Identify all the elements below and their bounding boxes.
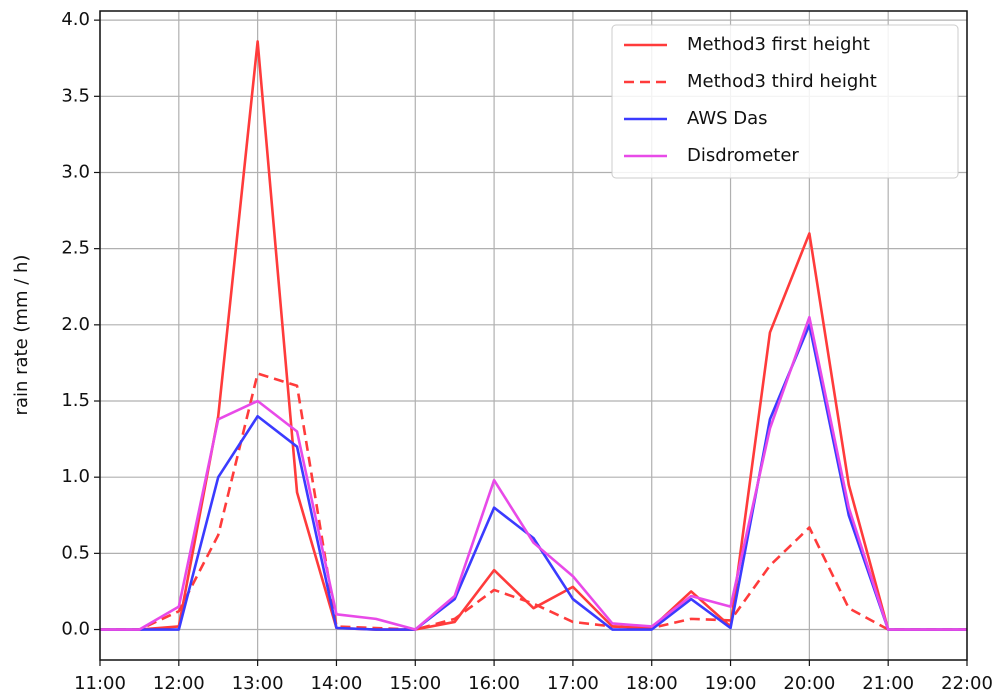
y-tick-label: 1.0 bbox=[61, 466, 90, 487]
legend-box bbox=[611, 24, 959, 179]
x-tick-label: 19:00 bbox=[705, 673, 757, 694]
y-tick-label: 3.5 bbox=[61, 85, 90, 106]
x-tick-label: 22:00 bbox=[941, 673, 993, 694]
y-tick-label: 0.5 bbox=[61, 542, 90, 563]
x-tick-label: 18:00 bbox=[626, 673, 678, 694]
x-tick-label: 14:00 bbox=[311, 673, 363, 694]
y-tick-label: 0.0 bbox=[61, 619, 90, 640]
x-tick-label: 20:00 bbox=[783, 673, 835, 694]
x-tick-label: 13:00 bbox=[232, 673, 284, 694]
y-tick-label: 3.0 bbox=[61, 161, 90, 182]
x-tick-label: 12:00 bbox=[153, 673, 205, 694]
x-tick-label: 15:00 bbox=[389, 673, 441, 694]
series-line bbox=[100, 372, 967, 631]
y-tick-label: 2.0 bbox=[61, 314, 90, 335]
legend-label: Disdrometer bbox=[687, 145, 799, 166]
legend-label: Method3 first height bbox=[687, 34, 870, 55]
x-tick-label: 17:00 bbox=[547, 673, 599, 694]
series-line bbox=[100, 323, 967, 631]
legend-label: AWS Das bbox=[687, 108, 768, 129]
y-tick-label: 4.0 bbox=[61, 9, 90, 30]
y-tick-label: 1.5 bbox=[61, 390, 90, 411]
x-tick-label: 16:00 bbox=[468, 673, 520, 694]
x-tick-label: 11:00 bbox=[74, 673, 126, 694]
y-tick-label: 2.5 bbox=[61, 238, 90, 259]
x-tick-label: 21:00 bbox=[862, 673, 914, 694]
plot-frame bbox=[99, 10, 968, 661]
y-axis-label: rain rate (mm / h) bbox=[11, 255, 32, 416]
legend-label: Method3 third height bbox=[687, 71, 877, 92]
series-line bbox=[100, 40, 967, 631]
series-line bbox=[100, 315, 967, 631]
